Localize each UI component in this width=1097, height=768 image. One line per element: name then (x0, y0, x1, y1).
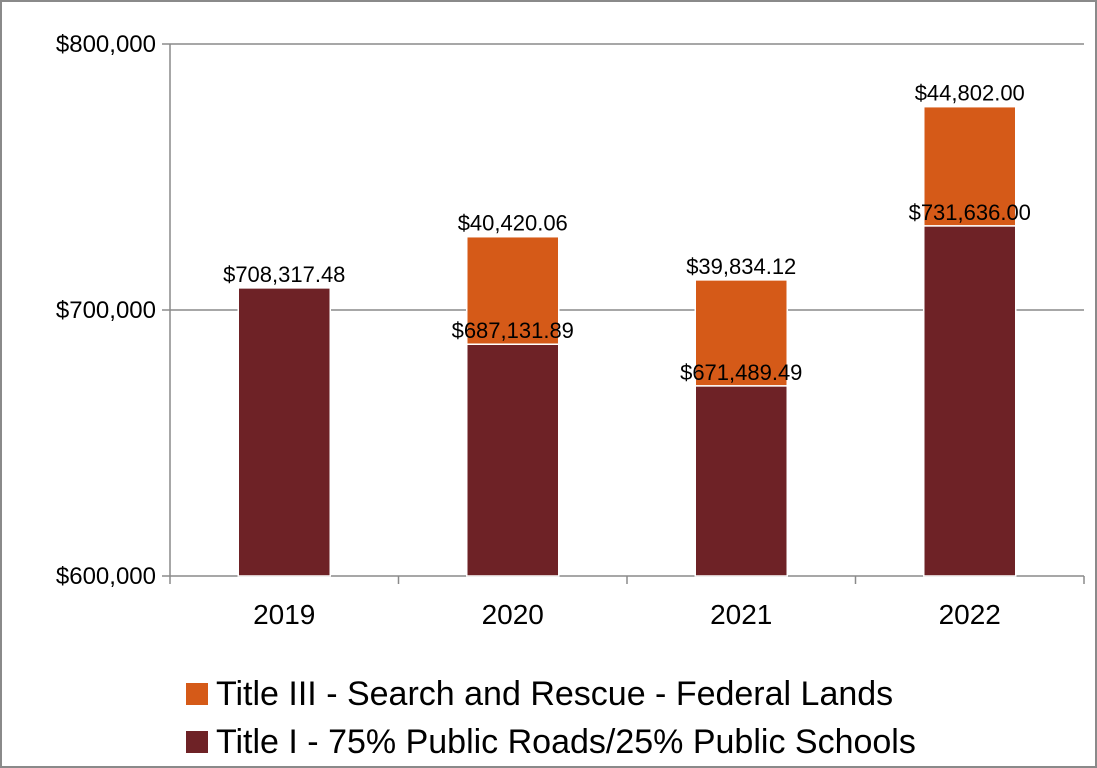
data-label: $39,834.12 (686, 254, 796, 279)
stacked-bar-chart: $600,000 $700,000 $800,000 2019 2020 2021 2022… (56, 31, 1085, 630)
bar-segment (694, 279, 788, 387)
bar-segment (237, 287, 331, 577)
y-tick-label: $800,000 (56, 31, 156, 58)
x-tick-label: 2019 (253, 599, 315, 630)
y-tick-label: $700,000 (56, 297, 156, 324)
data-label: $44,802.00 (915, 81, 1025, 106)
data-label: $671,489.49 (680, 360, 802, 385)
bar-segment (466, 343, 560, 577)
legend-item-title-i: Title I - 75% Public Roads/25% Public Sc… (186, 718, 916, 766)
legend-item-title-iii: Title III - Search and Rescue - Federal … (186, 670, 916, 718)
axes: $600,000 $700,000 $800,000 2019 2020 2021 2022 (56, 31, 1085, 630)
y-tick-label: $600,000 (56, 563, 156, 590)
x-tick-label: 2021 (710, 599, 772, 630)
bar-segment (466, 235, 560, 345)
data-label: $731,636.00 (909, 200, 1031, 225)
x-tick-label: 2020 (482, 599, 544, 630)
legend-label-title-i: Title I - 75% Public Roads/25% Public Sc… (216, 722, 916, 761)
legend-swatch-title-iii (186, 683, 208, 705)
data-label: $708,317.48 (223, 262, 345, 287)
bar-segment (694, 385, 788, 577)
bars (237, 105, 1017, 577)
data-labels: $708,317.48 $687,131.89 $40,420.06 $671,489… (223, 81, 1031, 385)
legend-swatch-title-i (186, 731, 208, 753)
data-label: $687,131.89 (452, 318, 574, 343)
data-label: $40,420.06 (458, 211, 568, 236)
legend-label-title-iii: Title III - Search and Rescue - Federal … (216, 674, 894, 713)
x-tick-label: 2022 (939, 599, 1001, 630)
legend: Title III - Search and Rescue - Federal … (186, 670, 916, 766)
bar-segment (923, 105, 1017, 227)
bar-segment (923, 225, 1017, 577)
